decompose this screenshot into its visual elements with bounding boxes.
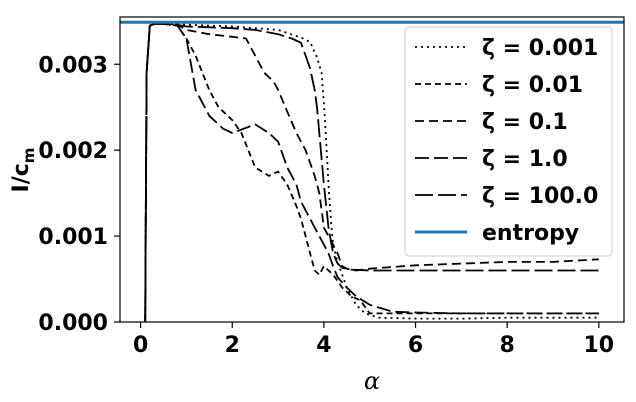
- legend: ζ = 0.001 ζ = 0.01 ζ = 0.1 ζ = 1.0 ζ = 100.0…: [404, 26, 613, 257]
- legend-label: ζ = 0.01: [482, 73, 583, 98]
- x-tick-label: 8: [500, 333, 515, 358]
- x-axis-title: α: [364, 367, 380, 395]
- y-tick-label: 0.000: [38, 311, 108, 336]
- x-tick-label: 10: [583, 333, 614, 358]
- y-axis-title: I/cm: [9, 148, 38, 193]
- series-layer: [120, 20, 624, 323]
- x-tick-label: 0: [133, 333, 148, 358]
- series-line-0: [144, 22, 599, 323]
- series-line-3: [144, 22, 599, 323]
- y-axis-title-main: I/c: [9, 163, 34, 192]
- y-axis-title-subscript: m: [20, 148, 38, 164]
- legend-label: ζ = 100.0: [482, 184, 598, 209]
- legend-label: ζ = 1.0: [482, 147, 568, 172]
- legend-label: ζ = 0.001: [482, 36, 598, 61]
- series-line-4: [144, 22, 599, 323]
- x-tick-label: 2: [225, 333, 240, 358]
- y-tick-label: 0.003: [38, 53, 108, 78]
- y-tick-label: 0.001: [38, 225, 108, 250]
- plot-frame: [119, 16, 625, 323]
- legend-entries: ζ = 0.001 ζ = 0.01 ζ = 0.1 ζ = 1.0 ζ = 100.0…: [415, 36, 598, 246]
- x-tick-label: 6: [408, 333, 423, 358]
- series-line-1: [144, 22, 599, 323]
- x-tick-label: 4: [316, 333, 331, 358]
- y-ticks: 0.000 0.001 0.002 0.003: [38, 53, 120, 336]
- y-tick-label: 0.002: [38, 139, 108, 164]
- legend-label: entropy: [482, 221, 579, 246]
- x-ticks: 0 2 4 6 8 10: [133, 322, 614, 358]
- legend-label: ζ = 0.1: [482, 110, 568, 135]
